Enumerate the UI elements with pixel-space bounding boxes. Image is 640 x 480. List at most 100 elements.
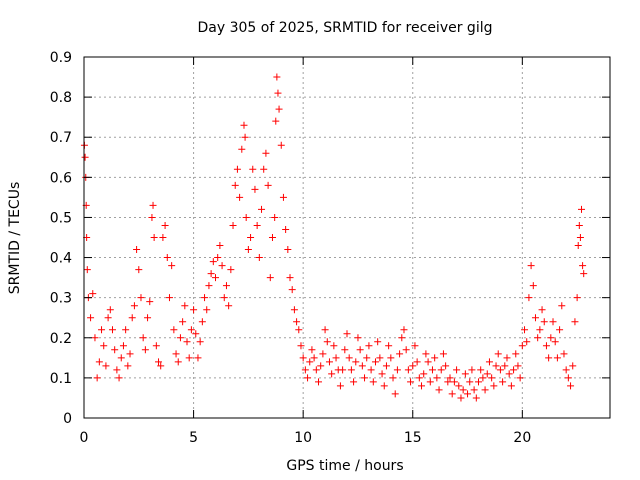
data-point bbox=[209, 258, 217, 266]
y-tick-label: 0.3 bbox=[50, 291, 72, 307]
data-point bbox=[332, 354, 340, 362]
data-point bbox=[507, 382, 515, 390]
data-point bbox=[220, 294, 228, 302]
data-point bbox=[367, 366, 375, 374]
data-point bbox=[240, 121, 248, 129]
data-point bbox=[341, 346, 349, 354]
data-point bbox=[201, 294, 209, 302]
data-point bbox=[304, 374, 312, 382]
data-point bbox=[510, 366, 518, 374]
data-point bbox=[271, 213, 279, 221]
data-point bbox=[146, 298, 154, 306]
data-point bbox=[562, 366, 570, 374]
data-point bbox=[523, 338, 531, 346]
data-point bbox=[144, 314, 152, 322]
data-point bbox=[350, 378, 358, 386]
data-point bbox=[396, 350, 404, 358]
data-point bbox=[472, 394, 480, 402]
data-point bbox=[135, 266, 143, 274]
data-point bbox=[155, 358, 163, 366]
data-point bbox=[380, 382, 388, 390]
data-point bbox=[157, 362, 165, 370]
data-point bbox=[459, 386, 467, 394]
data-point bbox=[483, 370, 491, 378]
data-point bbox=[106, 306, 114, 314]
data-point bbox=[205, 282, 213, 290]
data-point bbox=[111, 346, 119, 354]
data-point bbox=[420, 370, 428, 378]
data-point bbox=[542, 342, 550, 350]
data-point bbox=[529, 282, 537, 290]
data-point bbox=[553, 354, 561, 362]
data-point bbox=[275, 105, 283, 113]
data-point bbox=[352, 358, 360, 366]
data-point bbox=[361, 374, 369, 382]
data-point bbox=[475, 378, 482, 386]
data-point bbox=[163, 254, 171, 262]
data-point bbox=[244, 246, 252, 254]
data-point bbox=[325, 358, 333, 366]
data-point bbox=[431, 354, 439, 362]
data-point bbox=[251, 185, 259, 193]
data-point bbox=[319, 350, 327, 358]
data-point bbox=[207, 270, 215, 278]
data-point bbox=[190, 306, 198, 314]
x-axis-label: GPS time / hours bbox=[286, 458, 403, 474]
data-point bbox=[233, 165, 241, 173]
data-point bbox=[574, 242, 582, 250]
data-point bbox=[321, 326, 329, 334]
data-point bbox=[102, 362, 110, 370]
data-point bbox=[402, 346, 410, 354]
data-point bbox=[464, 390, 472, 398]
data-point bbox=[514, 362, 522, 370]
data-point bbox=[479, 374, 487, 382]
data-point bbox=[499, 378, 507, 386]
x-tick-label: 20 bbox=[513, 430, 531, 446]
data-point bbox=[382, 362, 390, 370]
y-axis-label: SRMTID / TECUs bbox=[7, 182, 23, 295]
x-tick-label: 15 bbox=[404, 430, 422, 446]
data-point bbox=[470, 386, 478, 394]
data-point bbox=[516, 374, 524, 382]
data-point bbox=[264, 181, 272, 189]
data-point bbox=[150, 234, 158, 241]
data-point bbox=[567, 382, 575, 390]
data-point bbox=[295, 326, 303, 334]
data-point bbox=[137, 294, 145, 302]
data-point bbox=[505, 370, 513, 378]
data-point bbox=[551, 338, 559, 346]
data-point bbox=[119, 342, 127, 350]
data-point bbox=[385, 342, 393, 350]
data-point bbox=[411, 342, 419, 350]
data-point bbox=[260, 165, 268, 173]
data-point bbox=[371, 358, 379, 366]
data-point bbox=[198, 318, 206, 326]
data-point bbox=[212, 274, 219, 282]
data-point bbox=[468, 366, 476, 374]
y-tick-label: 0.7 bbox=[50, 130, 72, 146]
data-point bbox=[133, 246, 141, 254]
data-point bbox=[87, 314, 95, 322]
data-point bbox=[277, 141, 285, 149]
data-point bbox=[378, 370, 386, 378]
data-point bbox=[268, 234, 276, 241]
data-point bbox=[569, 362, 577, 370]
data-point bbox=[214, 254, 222, 262]
data-point bbox=[477, 366, 485, 374]
data-point bbox=[580, 270, 588, 278]
data-point bbox=[336, 382, 344, 390]
data-point bbox=[393, 366, 401, 374]
data-point bbox=[363, 354, 371, 362]
data-point bbox=[231, 181, 239, 189]
data-point bbox=[426, 378, 434, 386]
data-point bbox=[415, 374, 423, 382]
data-point bbox=[122, 326, 130, 334]
data-point bbox=[255, 254, 263, 262]
data-point bbox=[128, 314, 136, 322]
data-point bbox=[297, 342, 305, 350]
data-point bbox=[556, 326, 564, 334]
data-point bbox=[192, 330, 200, 338]
data-point bbox=[149, 201, 157, 209]
data-point bbox=[258, 205, 266, 213]
data-point bbox=[418, 382, 426, 390]
